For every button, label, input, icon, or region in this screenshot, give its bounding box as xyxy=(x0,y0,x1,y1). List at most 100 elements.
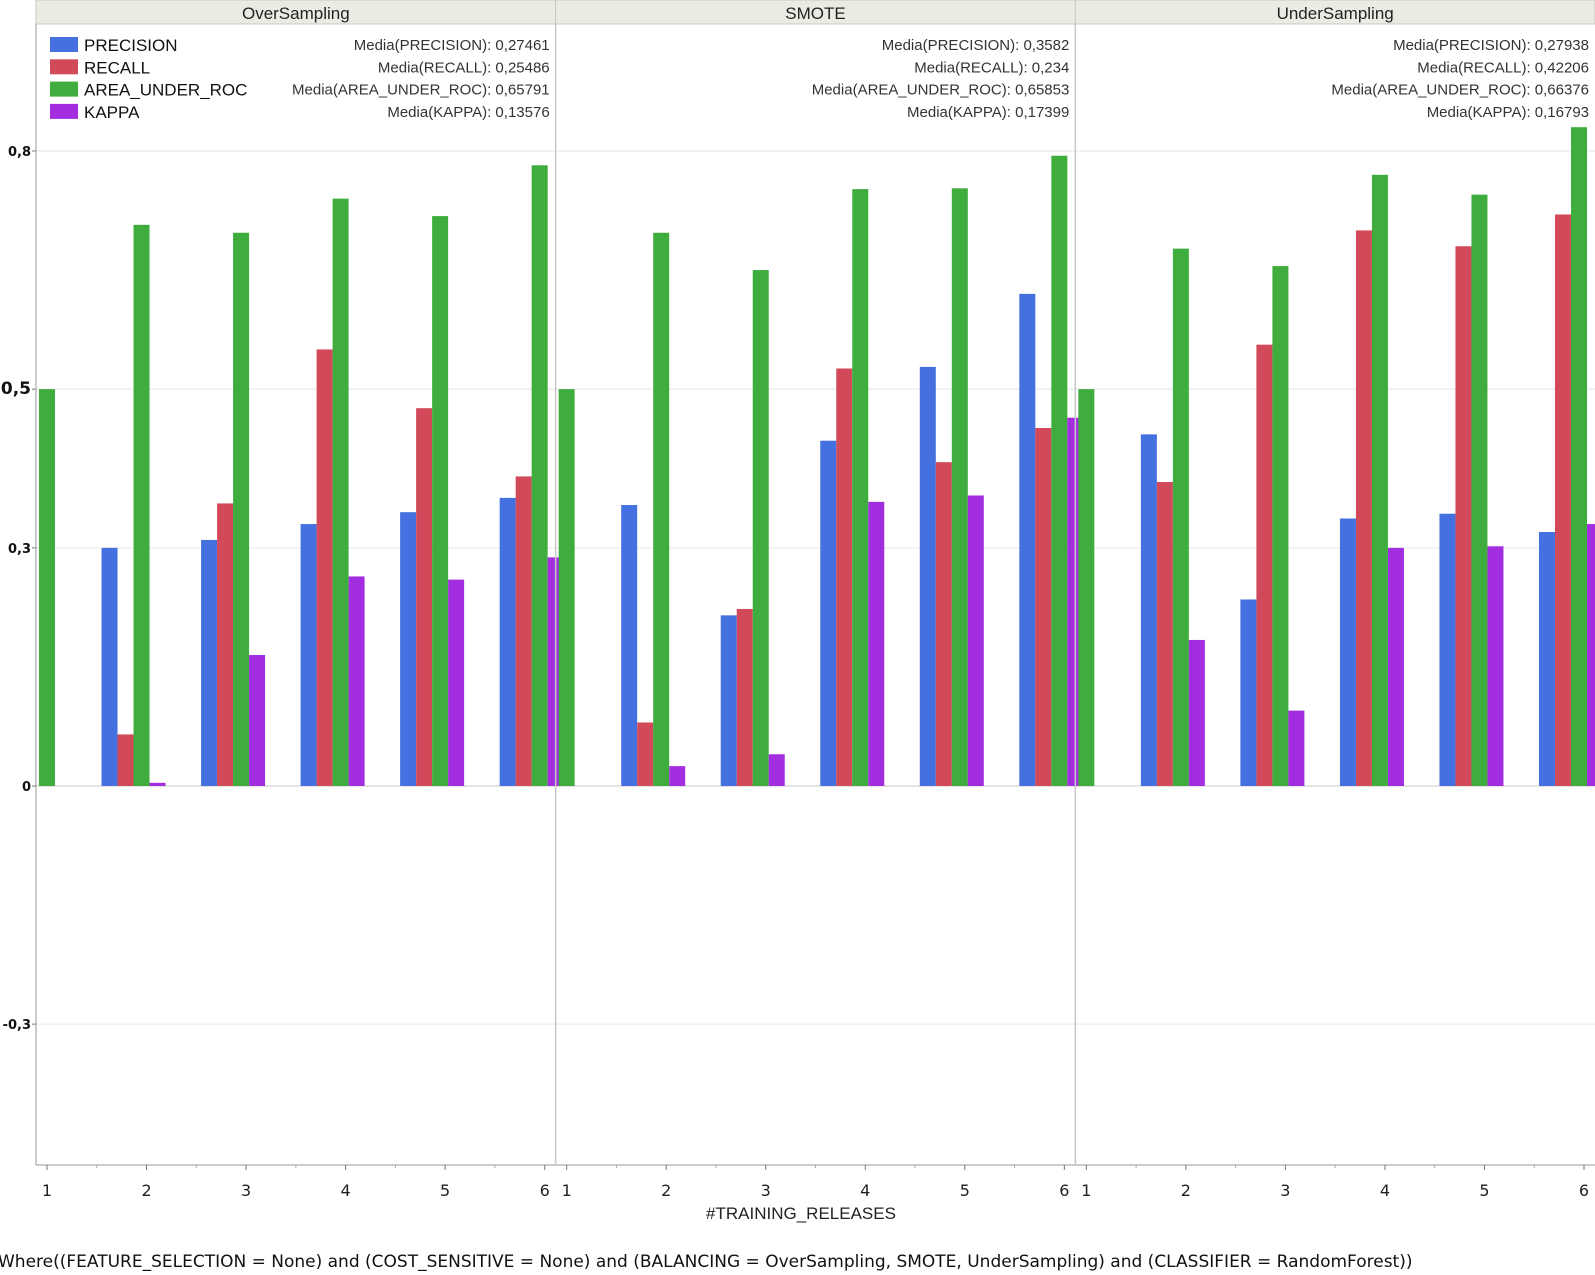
x-tick-label: 6 xyxy=(540,1181,550,1200)
bar-precision xyxy=(1140,434,1157,786)
bar-precision xyxy=(1339,518,1356,786)
bar-kappa xyxy=(1387,547,1404,786)
legend-label: RECALL xyxy=(84,58,150,77)
bar-precision xyxy=(919,366,936,786)
mean-annotation: Media(AREA_UNDER_ROC): 0,65853 xyxy=(812,82,1070,99)
bar-area-under-roc xyxy=(1471,194,1488,786)
x-axis-title: #TRAINING_RELEASES xyxy=(706,1204,896,1223)
x-tick-label: 3 xyxy=(241,1181,251,1200)
bar-area-under-roc xyxy=(951,188,968,786)
bar-recall xyxy=(836,368,853,786)
bar-precision xyxy=(1240,599,1257,786)
bar-kappa xyxy=(448,579,465,786)
x-tick-label: 1 xyxy=(562,1181,572,1200)
panel-header xyxy=(555,0,1076,25)
bar-precision xyxy=(499,497,516,786)
bar-area-under-roc xyxy=(1172,248,1189,787)
y-tick-label: 0 xyxy=(22,780,31,795)
panel-title: OverSampling xyxy=(242,4,350,23)
x-tick-label: 5 xyxy=(960,1181,970,1200)
mean-annotation: Media(RECALL): 0,234 xyxy=(914,59,1069,76)
bar-kappa xyxy=(1487,546,1504,786)
x-tick-label: 6 xyxy=(1059,1181,1069,1200)
x-tick-label: 1 xyxy=(42,1181,52,1200)
bar-recall xyxy=(1256,344,1273,786)
mean-annotation: Media(KAPPA): 0,16793 xyxy=(1427,104,1589,121)
bar-kappa xyxy=(967,495,984,786)
bar-kappa xyxy=(1288,710,1305,786)
bar-area-under-roc xyxy=(432,216,449,786)
x-tick-label: 5 xyxy=(440,1181,450,1200)
y-tick-label: 0,3 xyxy=(8,542,31,557)
panel-header xyxy=(1074,0,1595,25)
bar-recall xyxy=(416,408,433,786)
bar-recall xyxy=(316,349,333,786)
bar-area-under-roc xyxy=(133,224,150,787)
bar-area-under-roc xyxy=(332,198,349,786)
bar-area-under-roc xyxy=(531,165,548,787)
x-tick-label: 1 xyxy=(1081,1181,1091,1200)
bar-recall xyxy=(1156,481,1173,786)
x-tick-label: 4 xyxy=(1380,1181,1390,1200)
mean-annotation: Media(KAPPA): 0,13576 xyxy=(387,104,549,121)
bar-precision xyxy=(1539,532,1555,786)
x-tick-label: 2 xyxy=(661,1181,671,1200)
bar-area-under-roc xyxy=(39,389,55,786)
bar-area-under-roc xyxy=(1078,389,1095,786)
legend-swatch xyxy=(50,37,78,52)
y-tick-label: 0,5 xyxy=(1,379,31,399)
bar-kappa xyxy=(768,754,785,786)
x-tick-label: 2 xyxy=(141,1181,151,1200)
x-tick-label: 4 xyxy=(341,1181,351,1200)
bar-kappa xyxy=(1587,524,1595,786)
mean-annotation: Media(AREA_UNDER_ROC): 0,66376 xyxy=(1331,82,1589,99)
y-tick-label: -0,3 xyxy=(3,1018,31,1033)
bar-area-under-roc xyxy=(1371,174,1388,786)
legend-swatch xyxy=(50,81,78,97)
bar-recall xyxy=(1455,246,1472,786)
y-tick-label: 0,8 xyxy=(8,145,31,160)
bar-precision xyxy=(1019,293,1036,786)
bar-recall xyxy=(217,503,234,786)
mean-annotation: Media(PRECISION): 0,27461 xyxy=(354,37,550,54)
mean-annotation: Media(AREA_UNDER_ROC): 0,65791 xyxy=(292,82,550,99)
bar-area-under-roc xyxy=(1571,127,1587,786)
bar-kappa xyxy=(868,501,885,786)
bar-precision xyxy=(621,505,638,786)
bar-precision xyxy=(300,524,317,786)
x-tick-label: 5 xyxy=(1479,1181,1489,1200)
panel-title: SMOTE xyxy=(785,4,845,23)
bar-recall xyxy=(515,476,532,786)
mean-annotation: Media(PRECISION): 0,3582 xyxy=(882,37,1070,54)
bar-area-under-roc xyxy=(653,232,670,787)
mean-annotation: Media(RECALL): 0,25486 xyxy=(378,59,550,76)
bar-precision xyxy=(101,547,118,786)
bar-recall xyxy=(637,722,654,786)
bar-precision xyxy=(720,615,737,786)
bar-area-under-roc xyxy=(1051,155,1068,786)
mean-annotation: Media(RECALL): 0,42206 xyxy=(1417,59,1589,76)
bar-recall xyxy=(117,734,134,786)
legend-label: AREA_UNDER_ROC xyxy=(84,81,247,100)
bar-kappa xyxy=(1188,639,1205,786)
bar-precision xyxy=(1439,513,1456,786)
bar-area-under-roc xyxy=(1272,266,1289,786)
bar-area-under-roc xyxy=(558,389,575,786)
x-tick-label: 6 xyxy=(1579,1181,1589,1200)
bar-kappa xyxy=(249,655,266,786)
bar-precision xyxy=(201,539,218,786)
x-tick-label: 4 xyxy=(860,1181,870,1200)
bar-kappa xyxy=(348,576,365,786)
legend-swatch xyxy=(50,59,78,75)
bar-recall xyxy=(1035,428,1052,786)
bar-kappa xyxy=(149,782,166,786)
bar-recall xyxy=(935,462,952,786)
bar-recall xyxy=(736,608,753,786)
bar-recall xyxy=(1555,214,1571,786)
x-tick-label: 3 xyxy=(1280,1181,1290,1200)
bar-area-under-roc xyxy=(752,270,769,786)
x-tick-label: 2 xyxy=(1181,1181,1191,1200)
filter-caption: Where((FEATURE_SELECTION = None) and (CO… xyxy=(0,1252,1413,1272)
x-tick-label: 3 xyxy=(761,1181,771,1200)
